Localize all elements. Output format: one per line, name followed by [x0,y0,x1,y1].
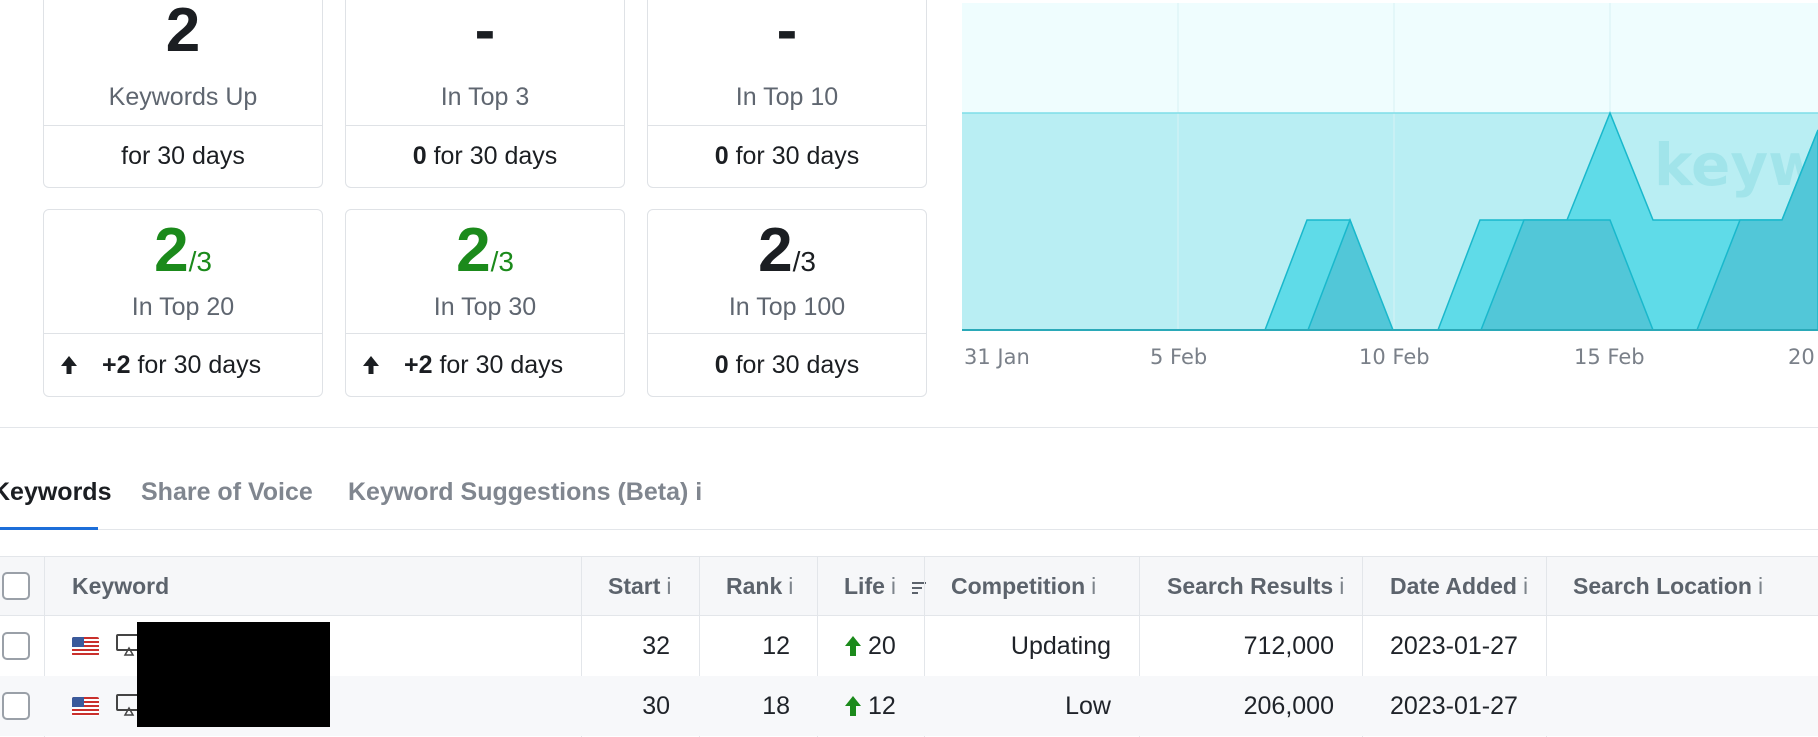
stat-label: In Top 20 [131,293,235,321]
info-icon[interactable]: i [666,573,672,599]
ranking-area-chart: keyword.com 31 Jan 5 Feb 10 Feb 15 Feb 2… [962,3,1818,369]
sort-icon[interactable] [912,581,927,595]
rank-cell: 18 [762,692,790,720]
stat-denominator: /3 [490,246,514,277]
life-cell: 20 [844,632,896,661]
info-icon[interactable]: i [788,573,794,599]
chart-watermark: keyword.com [1654,131,1818,199]
column-header-keyword[interactable]: Keyword [72,573,170,599]
stat-footer: 0 for 30 days [714,350,860,379]
stat-footer: 0 for 30 days [714,141,860,170]
stat-value: 2 [758,216,793,285]
stat-value: 2 [456,216,491,285]
x-tick-label: 5 Feb [1150,345,1207,369]
column-header-search-location[interactable]: Search Location i [1573,573,1764,599]
stat-footer: for 30 days [121,141,245,170]
tab-keywords[interactable]: Keywords [0,478,112,506]
x-tick-label: 31 Jan [964,345,1030,369]
table-row[interactable]: 32 12 20 Updating 712,000 2023-01-27 [0,616,1818,676]
x-tick-label: 10 Feb [1359,345,1430,369]
column-separator [1546,556,1547,737]
active-tab-indicator [0,527,98,530]
stat-label: In Top 10 [735,83,839,111]
competition-cell: Updating [1010,632,1111,660]
column-separator [699,556,700,737]
stat-footer: +2 for 30 days [44,334,322,396]
row-checkbox[interactable] [2,632,30,660]
x-tick-label: 20 [1788,345,1815,369]
stat-label: Keywords Up [108,83,258,111]
info-icon[interactable]: i [1339,573,1345,599]
column-header-competition[interactable]: Competition i [951,573,1097,599]
stat-label: In Top 30 [433,293,537,321]
rank-cell: 12 [762,632,790,660]
stat-card-top-30: 2/3 In Top 30 +2 for 30 days [345,209,625,397]
date-added-cell: 2023-01-27 [1390,692,1518,720]
column-separator [581,556,582,737]
table-header: Keyword Start i Rank i Life i Competition i … [0,556,1818,616]
stat-card-top-10: - In Top 10 0 for 30 days [647,0,927,188]
column-header-date-added[interactable]: Date Added i [1390,573,1529,599]
stat-value: 2 [165,0,201,65]
stat-value: 2 [154,216,189,285]
stat-denominator: /3 [792,246,816,277]
column-header-rank[interactable]: Rank i [726,573,794,599]
column-separator [924,556,925,737]
redacted-keyword [137,622,330,727]
tab-keyword-suggestions[interactable]: Keyword Suggestions (Beta) i [348,478,703,506]
us-flag-icon [72,697,99,716]
column-header-search-results[interactable]: Search Results i [1167,573,1345,599]
column-separator [1139,556,1140,737]
stat-denominator: /3 [188,246,212,277]
column-header-start[interactable]: Start i [608,573,672,599]
info-icon[interactable]: i [890,573,897,599]
column-separator [44,556,45,737]
stat-label: In Top 100 [728,293,846,321]
competition-cell: Low [1065,692,1111,720]
info-icon[interactable]: i [1522,573,1529,599]
us-flag-icon [72,637,99,656]
row-checkbox[interactable] [2,692,30,720]
stat-card-top-100: 2/3 In Top 100 0 for 30 days [647,209,927,397]
section-divider [0,427,1818,428]
search-results-cell: 206,000 [1243,692,1334,720]
stat-footer: 0 for 30 days [412,141,558,170]
info-icon[interactable]: i [1757,573,1764,599]
arrow-up-icon [845,636,861,656]
chart-band-top [962,3,1818,113]
arrow-up-icon [845,696,861,716]
stat-card-top-20: 2/3 In Top 20 +2 for 30 days [43,209,323,397]
stat-value: - [776,0,798,65]
arrow-up-icon [61,356,77,374]
tab-share-of-voice[interactable]: Share of Voice [141,478,313,506]
start-cell: 30 [642,692,670,720]
stat-card-keywords-up: 2 Keywords Up for 30 days [43,0,323,188]
column-separator [1362,556,1363,737]
stat-label: In Top 3 [440,83,530,111]
stat-card-top-3: - In Top 3 0 for 30 days [345,0,625,188]
info-icon[interactable]: i [1091,573,1097,599]
start-cell: 32 [642,632,670,660]
life-cell: 12 [844,692,896,721]
stat-value: - [474,0,496,65]
column-separator [817,556,818,737]
date-added-cell: 2023-01-27 [1390,632,1518,660]
search-results-cell: 712,000 [1243,632,1334,660]
tab-bar: Keywords Share of Voice Keyword Suggesti… [0,470,1818,530]
stat-footer: +2 for 30 days [346,334,624,396]
column-header-life[interactable]: Life i [844,573,927,600]
select-all-checkbox[interactable] [2,572,30,600]
x-tick-label: 15 Feb [1574,345,1645,369]
arrow-up-icon [363,356,379,374]
